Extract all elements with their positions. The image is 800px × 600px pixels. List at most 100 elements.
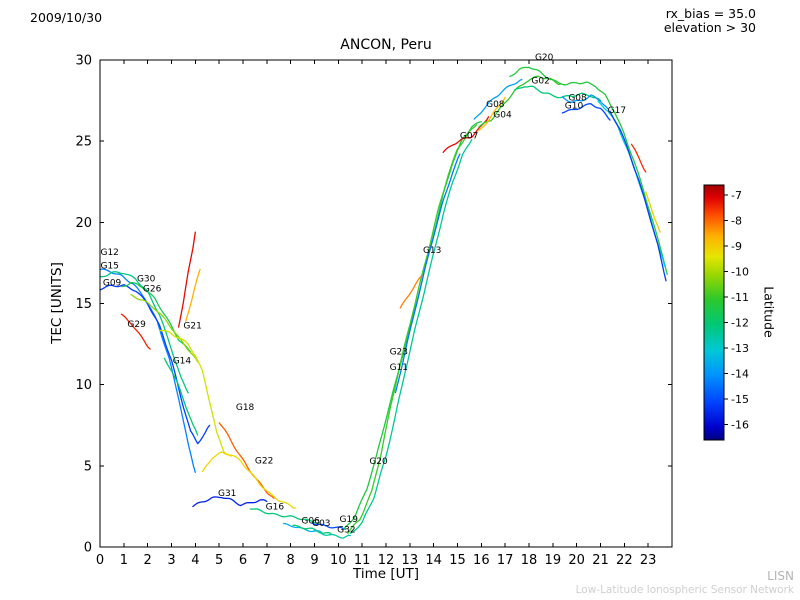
- satellite-label: G08: [568, 94, 587, 104]
- x-tick-label: 8: [287, 553, 295, 568]
- series-line-G15: [99, 271, 189, 394]
- colorbar-tick-label: -12: [731, 317, 749, 330]
- satellite-label: G09: [103, 279, 122, 289]
- series-line-G11: [349, 138, 473, 534]
- satellite-label: G07: [460, 132, 478, 142]
- series-line-G08: [473, 78, 523, 120]
- series-line-G16: [249, 508, 320, 524]
- satellite-label: G03: [312, 519, 330, 529]
- series-line-G08: [561, 94, 609, 110]
- satellite-label: G23: [390, 348, 408, 358]
- satellite-label: G18: [236, 403, 255, 413]
- date-label: 2009/10/30: [30, 10, 103, 25]
- plot-border: [99, 59, 673, 548]
- chart-title: ANCON, Peru: [340, 37, 432, 53]
- series-line: [399, 275, 423, 309]
- x-tick-label: 21: [592, 553, 609, 568]
- colorbar-tick-label: -15: [731, 393, 749, 406]
- series-line-G14: [163, 357, 199, 436]
- x-tick-label: 16: [473, 553, 490, 568]
- colorbar-tick-label: -8: [731, 215, 742, 228]
- y-tick-label: 10: [75, 378, 92, 393]
- x-tick-label: 7: [263, 553, 271, 568]
- satellite-label: G12: [100, 248, 118, 258]
- series-line: [645, 191, 661, 233]
- series-line-G19: [311, 522, 347, 530]
- series-line: [185, 268, 201, 322]
- satellite-label: G20: [535, 53, 554, 63]
- series-line-G03: [292, 524, 332, 535]
- satellite-label: G16: [266, 503, 285, 513]
- satellite-label: G13: [423, 246, 441, 256]
- satellite-label: G22: [255, 456, 273, 466]
- x-tick-label: 22: [616, 553, 633, 568]
- satellite-label: G30: [137, 275, 156, 285]
- y-tick-label: 30: [75, 54, 92, 69]
- series-line-G18: [218, 422, 275, 499]
- colorbar: [703, 184, 725, 441]
- y-tick-label: 15: [75, 297, 92, 312]
- satellite-label: G19: [340, 515, 359, 525]
- series-line-G22: [201, 451, 297, 509]
- y-tick-label: 20: [75, 216, 92, 231]
- y-tick-label: 0: [84, 541, 92, 556]
- y-tick-label: 5: [84, 459, 92, 474]
- x-tick-label: 17: [497, 553, 514, 568]
- colorbar-tick-label: -14: [731, 368, 749, 381]
- series-line-G13: [394, 153, 461, 394]
- series-line-G09: [99, 284, 211, 445]
- x-tick-label: 2: [144, 553, 152, 568]
- colorbar-tick-label: -10: [731, 266, 749, 279]
- x-tick-label: 0: [96, 553, 104, 568]
- x-tick-label: 19: [545, 553, 562, 568]
- series-line: [177, 231, 196, 328]
- satellite-label: G10: [565, 102, 584, 112]
- satellite-label: G31: [218, 489, 236, 499]
- x-tick-label: 20: [568, 553, 585, 568]
- satellite-label: G20: [369, 457, 388, 467]
- satellite-label: G04: [493, 111, 512, 121]
- series-line-G29: [120, 313, 151, 350]
- series-line: [630, 143, 647, 173]
- series-line-G17: [597, 100, 666, 267]
- x-tick-label: 5: [215, 553, 223, 568]
- series-line: [609, 110, 667, 282]
- x-tick-label: 11: [354, 553, 371, 568]
- x-tick-label: 15: [449, 553, 466, 568]
- series-line-G21: [158, 329, 232, 457]
- y-tick-label: 25: [75, 135, 92, 150]
- y-axis-label: TEC [UNITS]: [49, 262, 65, 344]
- elevation-label: elevation > 30: [663, 20, 756, 35]
- satellite-label: G26: [143, 284, 162, 294]
- colorbar-tick-label: -9: [731, 240, 742, 253]
- satellite-label: G02: [531, 77, 549, 87]
- watermark-brand: LISN: [767, 569, 794, 583]
- series-line-G26: [130, 293, 199, 363]
- satellite-label: G32: [337, 525, 355, 535]
- satellite-label: G15: [100, 262, 118, 272]
- x-tick-label: 12: [378, 553, 395, 568]
- series-line-G32: [313, 529, 351, 539]
- satellite-label: G08: [486, 100, 505, 110]
- series-line-G20: [342, 121, 482, 531]
- colorbar-tick-label: -7: [731, 189, 742, 202]
- x-tick-label: 13: [402, 553, 419, 568]
- rx-bias-label: rx_bias = 35.0: [665, 6, 756, 21]
- series-line-G31: [192, 496, 268, 508]
- colorbar-label: Latitude: [761, 286, 777, 338]
- x-tick-label: 4: [191, 553, 199, 568]
- x-tick-label: 23: [640, 553, 657, 568]
- x-tick-label: 18: [521, 553, 538, 568]
- series-line-G30: [120, 281, 192, 353]
- series-line-G02: [514, 85, 602, 102]
- x-axis-label: Time [UT]: [353, 566, 419, 582]
- colorbar-tick-label: -11: [731, 291, 749, 304]
- x-tick-label: 6: [239, 553, 247, 568]
- watermark-name: Low-Latitude Ionospheric Sensor Network: [575, 584, 794, 596]
- series-line: [478, 96, 506, 132]
- x-tick-label: 9: [310, 553, 318, 568]
- series-line-G12: [99, 268, 196, 473]
- x-tick-label: 10: [330, 553, 347, 568]
